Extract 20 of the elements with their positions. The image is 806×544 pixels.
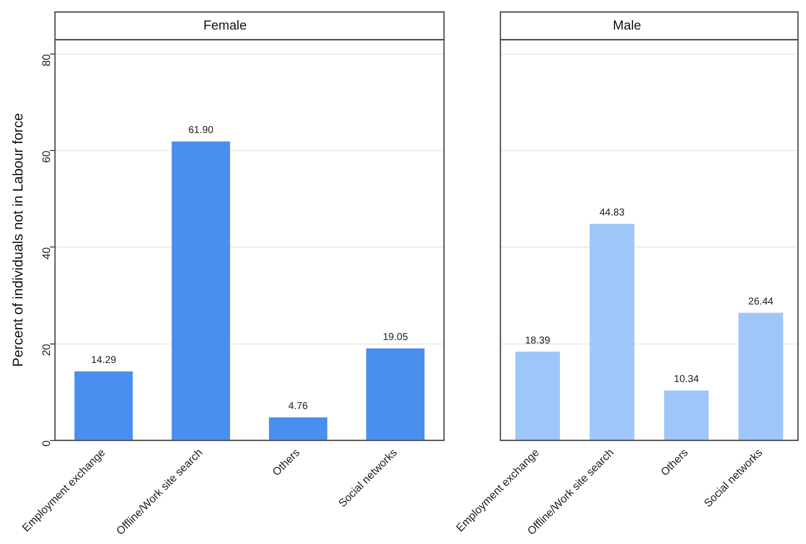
bar xyxy=(664,390,709,440)
data-label: 19.05 xyxy=(382,332,408,344)
data-label: 61.90 xyxy=(188,125,214,136)
bar xyxy=(738,312,784,440)
data-label: 26.44 xyxy=(748,296,774,308)
y-tick-label: 20 xyxy=(41,344,54,356)
y-tick-label: 0 xyxy=(41,440,54,447)
chart-title: Male xyxy=(612,17,642,32)
y-tick-label: 40 xyxy=(41,247,54,260)
data-label: 18.39 xyxy=(525,335,551,346)
data-label: 4.76 xyxy=(288,401,308,412)
y-axis-title: Percent of individuals not in Labour force xyxy=(9,112,26,367)
data-label: 14.29 xyxy=(91,355,117,366)
bar xyxy=(515,352,560,440)
y-tick-label: 60 xyxy=(41,150,54,163)
bar xyxy=(590,224,634,440)
data-label: 44.83 xyxy=(600,208,625,219)
data-label: 10.34 xyxy=(674,374,700,386)
y-tick-label: 80 xyxy=(41,54,54,66)
chart-title: Female xyxy=(203,17,247,32)
